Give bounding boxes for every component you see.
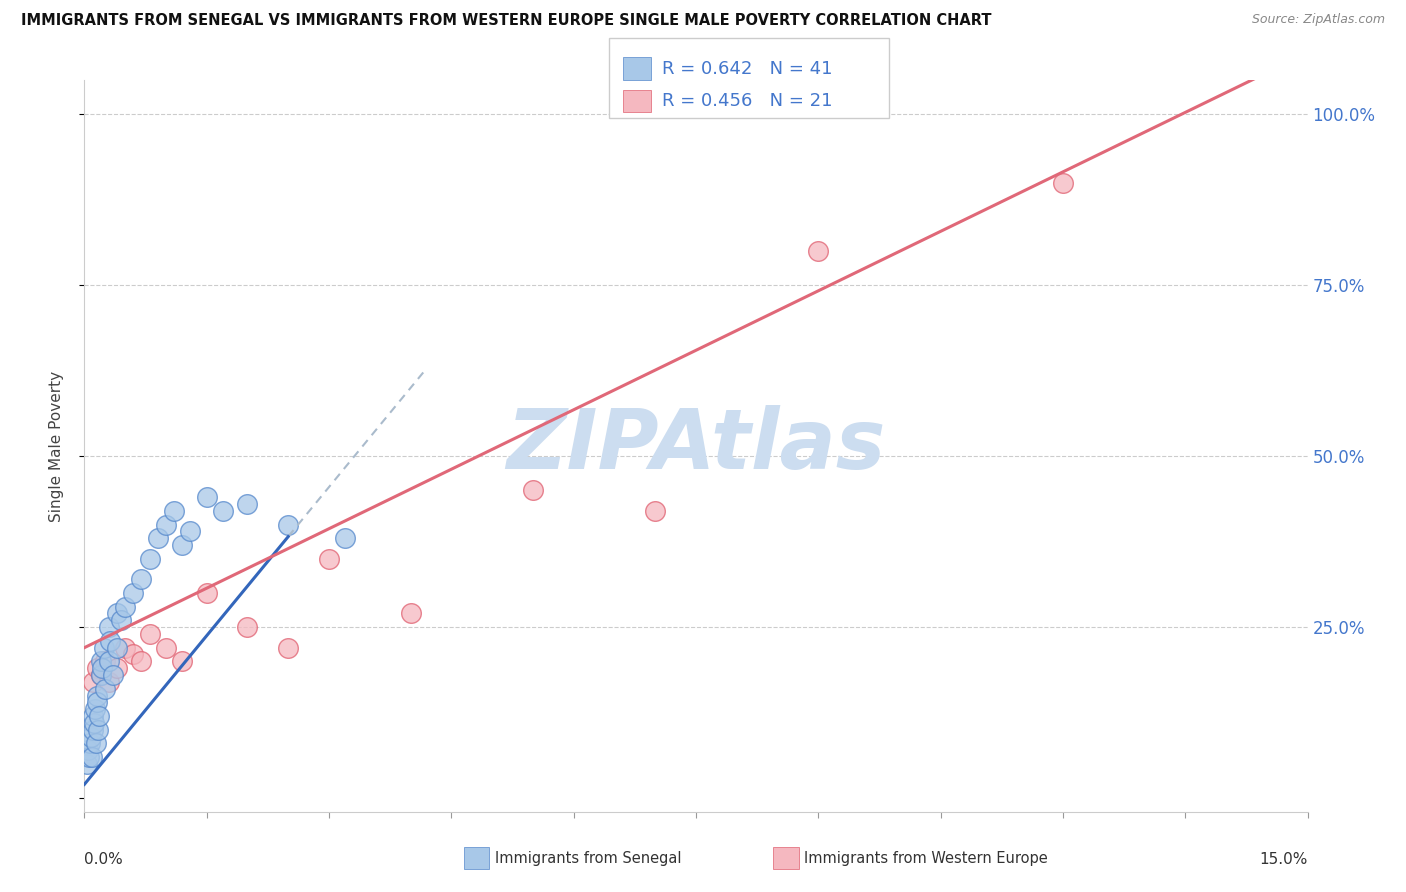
Point [522, 483, 544, 498]
Point [146, 531, 169, 545]
Point [82, 674, 104, 689]
Point [277, 517, 299, 532]
Point [77, 743, 100, 757]
Point [163, 504, 186, 518]
Point [138, 551, 160, 566]
Point [93, 654, 117, 668]
Point [90, 668, 112, 682]
Point [399, 607, 422, 621]
Point [236, 620, 259, 634]
Point [179, 524, 201, 539]
Text: ZIPAtlas: ZIPAtlas [506, 406, 886, 486]
Point [172, 538, 194, 552]
Point [155, 640, 177, 655]
Point [83, 715, 105, 730]
Point [644, 504, 666, 518]
Point [79, 736, 101, 750]
Point [114, 640, 136, 655]
Point [138, 627, 160, 641]
Point [90, 654, 112, 668]
Point [105, 661, 128, 675]
Point [84, 736, 107, 750]
Text: 15.0%: 15.0% [1260, 852, 1308, 867]
Point [172, 654, 194, 668]
Text: R = 0.642   N = 41: R = 0.642 N = 41 [662, 60, 832, 78]
Text: IMMIGRANTS FROM SENEGAL VS IMMIGRANTS FROM WESTERN EUROPE SINGLE MALE POVERTY CO: IMMIGRANTS FROM SENEGAL VS IMMIGRANTS FR… [21, 13, 991, 29]
Text: Immigrants from Senegal: Immigrants from Senegal [495, 851, 682, 865]
Point [131, 654, 153, 668]
Point [195, 490, 218, 504]
Point [277, 640, 299, 655]
Point [122, 586, 145, 600]
Point [90, 668, 112, 682]
Point [1052, 176, 1074, 190]
Point [212, 504, 235, 518]
Point [122, 648, 145, 662]
Point [100, 633, 122, 648]
Point [76, 756, 98, 771]
Point [335, 531, 357, 545]
Point [105, 640, 128, 655]
Point [86, 695, 108, 709]
Point [91, 661, 114, 675]
Text: Immigrants from Western Europe: Immigrants from Western Europe [804, 851, 1047, 865]
Point [84, 702, 107, 716]
Point [807, 244, 830, 259]
Point [195, 586, 218, 600]
Point [93, 681, 117, 696]
Point [110, 613, 132, 627]
Point [93, 640, 115, 655]
Point [86, 661, 108, 675]
Text: R = 0.456   N = 21: R = 0.456 N = 21 [662, 92, 832, 110]
Text: Source: ZipAtlas.com: Source: ZipAtlas.com [1251, 13, 1385, 27]
Point [155, 517, 177, 532]
Point [82, 723, 104, 737]
Point [101, 668, 124, 682]
Point [131, 572, 153, 586]
Point [97, 674, 120, 689]
Point [114, 599, 136, 614]
Point [82, 709, 104, 723]
Point [87, 723, 110, 737]
Point [105, 607, 128, 621]
Point [87, 709, 110, 723]
Point [80, 750, 103, 764]
Point [318, 551, 340, 566]
Y-axis label: Single Male Poverty: Single Male Poverty [49, 370, 63, 522]
Text: 0.0%: 0.0% [84, 852, 124, 867]
Point [97, 654, 120, 668]
Point [80, 730, 103, 744]
Point [77, 750, 100, 764]
Point [86, 689, 108, 703]
Point [236, 497, 259, 511]
Point [97, 620, 120, 634]
